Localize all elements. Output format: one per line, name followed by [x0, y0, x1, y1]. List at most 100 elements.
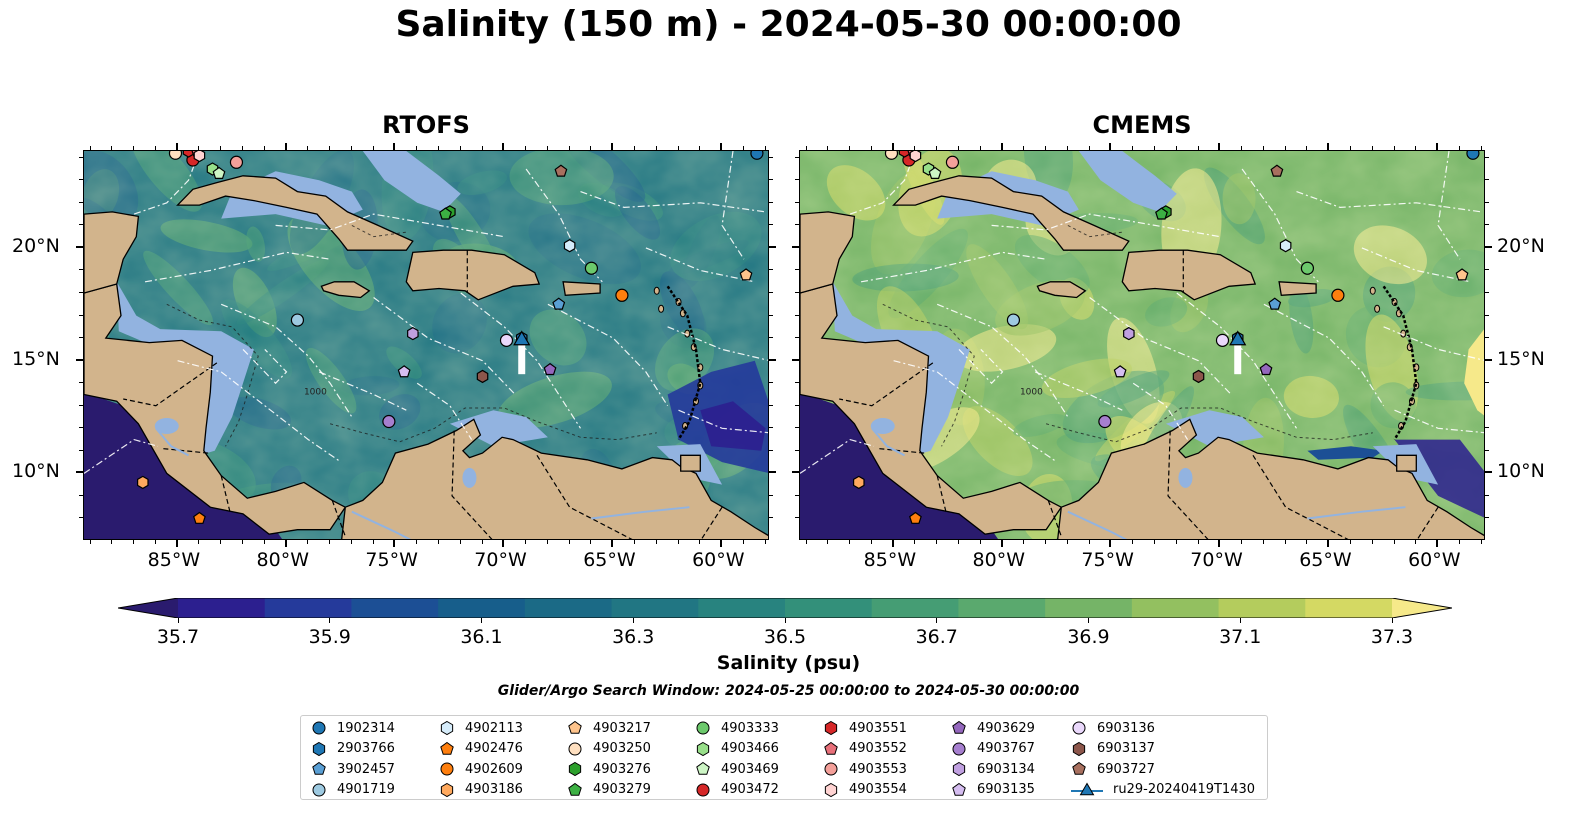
legend-item[interactable]: 4903629: [951, 718, 1035, 738]
legend-item[interactable]: 4903466: [695, 739, 779, 759]
float-marker-4903469[interactable]: [212, 166, 226, 179]
legend-item[interactable]: 4903469: [695, 759, 779, 779]
float-marker-4902476[interactable]: [193, 511, 206, 524]
float-marker-3902457[interactable]: [552, 297, 566, 310]
glider-track: [518, 340, 526, 375]
colorbar-segment: [438, 598, 526, 618]
legend-item[interactable]: 6903134: [951, 759, 1035, 779]
legend-item[interactable]: 3902457: [311, 759, 395, 779]
float-marker-4903279[interactable]: [1155, 207, 1168, 220]
legend-item[interactable]: 6903137: [1071, 739, 1155, 759]
lon-minor-tick: [1066, 540, 1068, 544]
legend-item[interactable]: 4903276: [567, 759, 651, 779]
float-marker-4901719[interactable]: [1006, 313, 1021, 327]
float-marker-6903137[interactable]: [476, 369, 489, 384]
float-marker-6903137[interactable]: [1192, 369, 1205, 384]
legend-item[interactable]: 4903552: [823, 739, 907, 759]
legend-item[interactable]: 2903766: [311, 739, 395, 759]
glider-marker[interactable]: [1229, 330, 1247, 346]
legend-item[interactable]: 6903136: [1071, 718, 1155, 738]
float-marker-4903469[interactable]: [928, 166, 942, 179]
float-marker-4903186[interactable]: [137, 475, 149, 490]
legend-marker-pentagon: [1072, 761, 1086, 775]
float-marker-3902457[interactable]: [1268, 297, 1282, 310]
colorbar: [118, 598, 1452, 618]
lon-tick-mark: [284, 540, 287, 547]
legend-item[interactable]: ru29-20240419T1430: [1071, 780, 1255, 800]
legend-item[interactable]: 6903727: [1071, 759, 1155, 779]
float-marker-4902113[interactable]: [563, 238, 576, 253]
lon-minor-tick: [699, 540, 701, 544]
legend-item[interactable]: 4903553: [823, 759, 907, 779]
legend-item[interactable]: 4903186: [439, 780, 523, 800]
legend-item[interactable]: 4902609: [439, 759, 523, 779]
map-panel-cmems[interactable]: 1000: [799, 150, 1485, 540]
float-marker-6903135[interactable]: [1113, 365, 1127, 378]
eez-boundary: [460, 292, 582, 429]
legend-label: 4903279: [593, 782, 651, 797]
float-marker-6903134[interactable]: [407, 326, 419, 341]
float-marker-4903553[interactable]: [945, 155, 960, 169]
float-marker-4903629[interactable]: [543, 362, 557, 376]
colorbar-segment: [785, 598, 873, 618]
colorbar-segment: [524, 598, 613, 618]
float-marker-4903217[interactable]: [739, 268, 753, 281]
legend-item[interactable]: 4901719: [311, 780, 395, 800]
float-marker-4903333[interactable]: [1300, 261, 1315, 275]
float-marker-4902113[interactable]: [1279, 238, 1292, 253]
float-marker-1902314[interactable]: [750, 151, 764, 160]
float-marker-4903629[interactable]: [1259, 362, 1273, 376]
lat-minor-tick: [795, 269, 799, 271]
float-marker-4903551[interactable]: [898, 151, 911, 158]
legend-item[interactable]: 4903333: [695, 718, 779, 738]
float-marker-6903136[interactable]: [499, 333, 514, 347]
lon-minor-tick: [957, 540, 959, 544]
float-marker-4901719[interactable]: [290, 313, 305, 327]
eez-boundary: [860, 251, 1047, 283]
float-marker-4903553[interactable]: [229, 155, 244, 169]
legend-item[interactable]: 4903472: [695, 780, 779, 800]
float-marker-6903727[interactable]: [1270, 164, 1284, 177]
float-marker-4903767[interactable]: [382, 414, 396, 429]
lon-minor-tick: [1393, 540, 1395, 544]
float-marker-4903554[interactable]: [909, 151, 922, 163]
legend-item[interactable]: 4903551: [823, 718, 907, 738]
legend-item[interactable]: 6903135: [951, 780, 1035, 800]
lon-minor-tick: [1175, 540, 1177, 544]
float-marker-6903135[interactable]: [397, 365, 411, 378]
float-marker-4903767[interactable]: [1098, 414, 1112, 429]
lon-minor-tick: [1241, 146, 1243, 150]
float-marker-4902476[interactable]: [909, 511, 922, 524]
legend-item[interactable]: 4903554: [823, 780, 907, 800]
lon-minor-tick: [1262, 146, 1264, 150]
island: [1369, 286, 1376, 295]
float-marker-6903727[interactable]: [554, 164, 568, 177]
lake: [870, 418, 895, 435]
float-marker-4903250[interactable]: [884, 151, 899, 160]
float-marker-4902609[interactable]: [615, 288, 629, 302]
lat-minor-tick: [769, 269, 773, 271]
float-marker-4903250[interactable]: [168, 151, 183, 160]
legend-item[interactable]: 4903217: [567, 718, 651, 738]
map-panel-rtofs[interactable]: 1000: [83, 150, 769, 540]
legend-item[interactable]: 4903250: [567, 739, 651, 759]
float-marker-4903186[interactable]: [853, 475, 865, 490]
legend-label: 4901719: [337, 782, 395, 797]
float-marker-4903279[interactable]: [439, 207, 452, 220]
legend-item[interactable]: 4903767: [951, 739, 1035, 759]
float-marker-4903554[interactable]: [193, 151, 206, 163]
float-marker-6903134[interactable]: [1123, 326, 1135, 341]
float-marker-4903217[interactable]: [1455, 268, 1469, 281]
float-marker-4903551[interactable]: [182, 151, 195, 158]
glider-marker[interactable]: [513, 330, 531, 346]
float-marker-6903136[interactable]: [1215, 333, 1230, 347]
legend-item[interactable]: 4902476: [439, 739, 523, 759]
float-marker-1902314[interactable]: [1466, 151, 1480, 160]
legend-item[interactable]: 4903279: [567, 780, 651, 800]
legend-label: 4903629: [977, 720, 1035, 736]
legend-item[interactable]: 4902113: [439, 718, 523, 738]
legend-item[interactable]: 1902314: [311, 718, 395, 738]
float-marker-4903333[interactable]: [584, 261, 599, 275]
float-marker-4902609[interactable]: [1331, 288, 1345, 302]
legend-label: 6903135: [977, 782, 1035, 797]
